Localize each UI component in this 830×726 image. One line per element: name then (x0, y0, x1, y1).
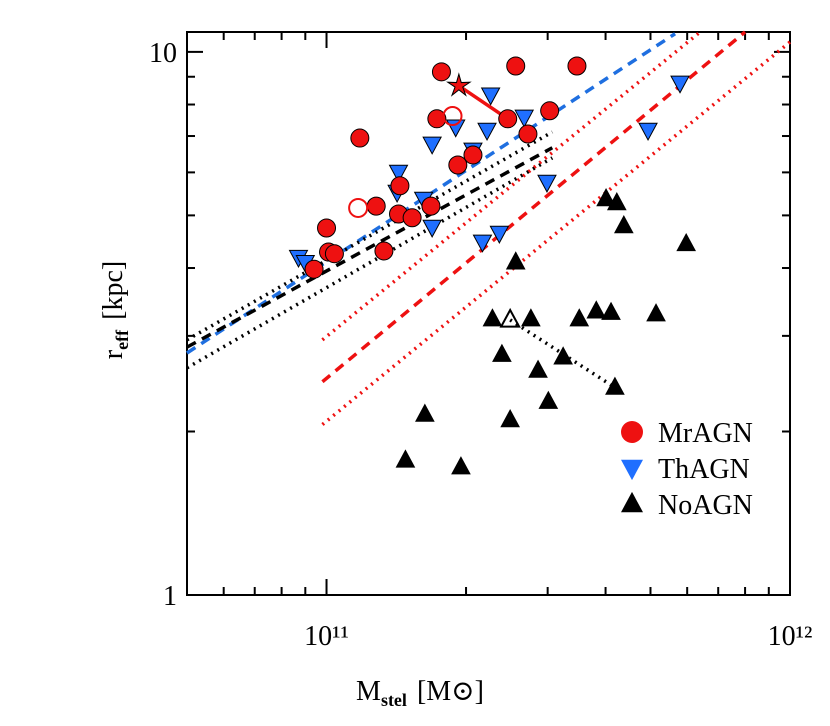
point-star (445, 72, 472, 97)
point-triangle-up (596, 188, 616, 207)
y-tick-label: 10 (149, 38, 177, 69)
x-tick-label: 10¹² (768, 621, 813, 652)
point-triangle-up (676, 232, 697, 252)
point-circle (348, 197, 369, 218)
x-label-main: M (356, 676, 381, 707)
point-circle (567, 56, 587, 76)
point-triangle-up (613, 215, 634, 234)
point-circle (431, 62, 451, 82)
line-series (186, 156, 554, 370)
point-triangle-up (500, 409, 520, 428)
point-triangle-up (499, 307, 521, 328)
point-circle (366, 196, 386, 216)
point-triangle-up (415, 403, 435, 422)
point-circle (506, 56, 526, 76)
point-circle (317, 218, 337, 238)
point-triangle-down (472, 234, 493, 253)
point-triangle-up (586, 300, 607, 319)
point-triangle-down (388, 164, 409, 183)
point-circle (350, 128, 370, 148)
y-label-sub: eff (112, 329, 132, 350)
point-triangle-up (605, 376, 625, 395)
point-circle (324, 244, 344, 264)
point-triangle-up (528, 359, 548, 378)
point-circle (442, 106, 463, 127)
y-axis-label: reff [kpc] (98, 261, 132, 359)
point-triangle-up (553, 346, 573, 365)
y-label-main: r (98, 349, 129, 359)
point-triangle-down (477, 122, 497, 141)
line-series (457, 84, 509, 121)
line-series (321, 40, 792, 426)
point-triangle-up (451, 456, 471, 475)
point-triangle-down (422, 136, 442, 155)
legend-label: MrAGN (658, 418, 753, 449)
point-triangle-down (480, 87, 501, 106)
legend-marker (621, 421, 643, 443)
line-series (321, 30, 702, 342)
x-label-sub: stel (381, 690, 407, 710)
legend-marker (621, 459, 643, 481)
point-triangle-up (395, 449, 416, 468)
point-triangle-down (670, 75, 690, 94)
x-axis-label: Mstel [M⊙] (356, 676, 484, 710)
point-triangle-up (505, 251, 526, 270)
x-tick-label: 10¹¹ (304, 621, 349, 652)
point-triangle-up (646, 303, 666, 322)
point-triangle-down (514, 109, 535, 128)
point-circle (540, 101, 560, 121)
point-circle (402, 208, 422, 228)
point-circle (304, 259, 324, 279)
point-triangle-up (482, 308, 503, 327)
point-triangle-up (492, 343, 512, 362)
point-triangle-down (422, 219, 442, 238)
legend-marker (621, 491, 643, 513)
point-triangle-up (606, 192, 627, 211)
point-circle (518, 124, 538, 144)
plot-frame (186, 31, 791, 596)
point-triangle-down (445, 119, 466, 138)
point-circle (498, 109, 518, 129)
point-circle (374, 241, 394, 261)
point-circle (421, 196, 441, 216)
y-tick-label: 1 (163, 581, 177, 612)
point-triangle-up (538, 390, 559, 409)
x-label-unit: [M⊙] (417, 676, 484, 707)
point-circle (448, 155, 468, 175)
legend-label: ThAGN (658, 454, 750, 485)
point-triangle-down (537, 174, 557, 193)
point-triangle-down (489, 225, 510, 244)
point-triangle-down (638, 122, 658, 141)
line-series (186, 146, 554, 349)
y-label-unit: [kpc] (98, 261, 129, 320)
legend-label: NoAGN (658, 490, 753, 521)
point-circle (463, 145, 483, 165)
line-series (186, 130, 554, 342)
line-series (321, 30, 747, 384)
point-circle (427, 109, 447, 129)
point-triangle-up (601, 301, 621, 320)
point-triangle-up (569, 308, 590, 327)
point-triangle-up (521, 308, 541, 327)
point-circle (390, 176, 410, 196)
